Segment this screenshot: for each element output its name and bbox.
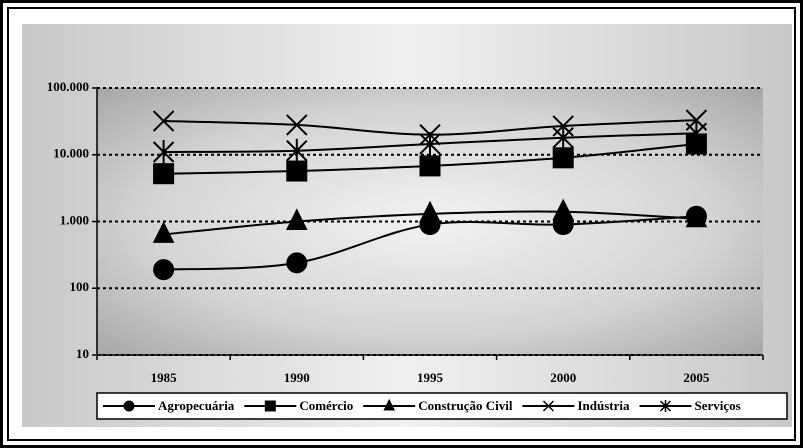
data-point	[153, 163, 175, 185]
data-point	[286, 252, 308, 274]
legend-marker	[123, 400, 135, 412]
legend-marker	[383, 398, 396, 411]
legend-marker	[542, 400, 554, 412]
inner-border	[7, 7, 796, 441]
data-point	[419, 131, 441, 156]
data-point	[286, 138, 308, 163]
data-point	[685, 205, 708, 228]
legend-label: Construção Civil	[418, 398, 513, 413]
data-point	[286, 114, 308, 136]
data-point	[552, 125, 574, 150]
legend-label: Serviços	[695, 398, 741, 413]
x-tick-label: 2005	[683, 370, 710, 385]
data-point	[419, 200, 441, 223]
legend-marker	[264, 400, 276, 412]
x-tick-label: 2000	[550, 370, 576, 385]
y-tick-label: 10.000	[53, 146, 89, 161]
data-point	[152, 110, 175, 132]
data-point	[552, 198, 575, 221]
x-tick-label: 1995	[417, 370, 444, 385]
data-point	[419, 155, 441, 177]
x-tick-label: 1990	[284, 370, 310, 385]
data-point	[552, 147, 574, 169]
data-point	[286, 160, 308, 182]
y-tick-label: 100.000	[47, 79, 89, 94]
data-point	[152, 139, 175, 164]
legend-label: Indústria	[577, 398, 630, 413]
legend-label: Comércio	[299, 398, 353, 413]
legend-label: Agropecuária	[158, 398, 235, 413]
data-point	[285, 208, 308, 230]
y-tick-label: 10	[76, 346, 89, 361]
legend-marker	[659, 400, 672, 412]
data-point	[153, 259, 175, 281]
legend: Agropecuária Comércio Construção Civil Indú…	[96, 392, 788, 420]
y-tick-label: 1.000	[60, 212, 89, 227]
data-point	[152, 221, 175, 243]
y-tick-label: 100	[70, 279, 90, 294]
data-point	[685, 121, 708, 146]
x-tick-label: 1985	[151, 370, 178, 385]
